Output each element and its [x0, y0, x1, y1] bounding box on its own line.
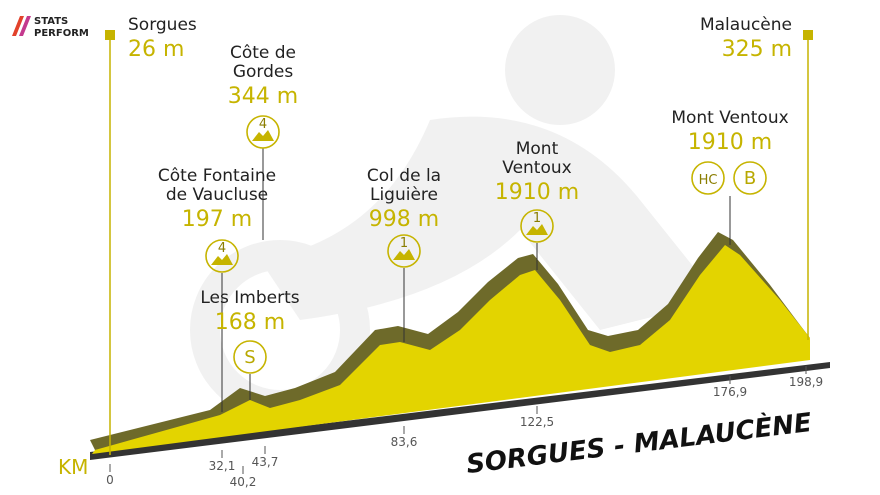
km-marker: 43,7: [252, 455, 279, 469]
logo-mark: [12, 16, 31, 36]
badge-circle: [205, 239, 239, 273]
shape: [260, 116, 720, 331]
point-altitude: 344 m: [228, 84, 298, 109]
badge-category: 4: [259, 117, 267, 132]
badge-category: 1: [533, 211, 541, 226]
badge-label: B: [744, 168, 756, 189]
logo-text: PERFORM: [34, 28, 89, 39]
point-name: Côte de: [230, 43, 296, 63]
point-name: Liguière: [370, 185, 438, 205]
start-flag: [105, 30, 115, 40]
badge-category: 4: [218, 241, 226, 256]
km-marker: 198,9: [789, 375, 823, 389]
point-altitude: 168 m: [215, 310, 285, 335]
shape: [19, 16, 31, 36]
point-name: Gordes: [233, 62, 294, 82]
badge-mountain: [393, 249, 415, 260]
km-marker: 176,9: [713, 385, 747, 399]
marker-lines: [221, 148, 731, 412]
start-name: Sorgues: [128, 15, 197, 35]
badge-circle: [246, 115, 280, 149]
km-label: KM: [58, 455, 88, 479]
badge-mountain: [252, 130, 274, 141]
shape: [505, 15, 615, 125]
point-altitude: 1910 m: [495, 180, 579, 205]
point-name: de Vaucluse: [166, 185, 268, 205]
badge-mountain: [526, 224, 548, 235]
km-marker: 32,1: [209, 459, 236, 473]
logo-text: STATS: [34, 16, 68, 27]
point-name: Mont Ventoux: [671, 108, 788, 128]
finish-name: Malaucène: [700, 15, 792, 35]
point-name: Col de la: [367, 166, 441, 186]
badge-circle: [233, 340, 267, 374]
shape: [12, 16, 24, 36]
point-altitude: 998 m: [369, 207, 439, 232]
finish-flag: [803, 30, 813, 40]
point-altitude: 1910 m: [688, 130, 772, 155]
badge-circle: [691, 161, 725, 195]
badge-mountain: [211, 254, 233, 265]
profile-base: [90, 362, 830, 460]
km-marker: 0: [106, 473, 114, 487]
stage-title: SORGUES - MALAUCÈNE: [464, 406, 813, 480]
km-marker: 122,5: [520, 415, 554, 429]
point-name: Les Imberts: [200, 288, 299, 308]
badge-label: S: [244, 347, 255, 368]
badge-category: 1: [400, 236, 408, 251]
point-altitude: 197 m: [182, 207, 252, 232]
profile-face: [92, 245, 810, 454]
badge-label: HC: [699, 173, 718, 188]
point-name: Ventoux: [502, 158, 571, 178]
km-marker: 83,6: [391, 435, 418, 449]
badge-circle: [387, 234, 421, 268]
point-name: Mont: [516, 139, 559, 159]
badge-circle: [520, 209, 554, 243]
badge-circle: [733, 161, 767, 195]
finish-altitude: 325 m: [722, 37, 792, 62]
start-altitude: 26 m: [128, 37, 184, 62]
km-marker: 40,2: [230, 475, 257, 489]
point-name: Côte Fontaine: [158, 166, 276, 186]
